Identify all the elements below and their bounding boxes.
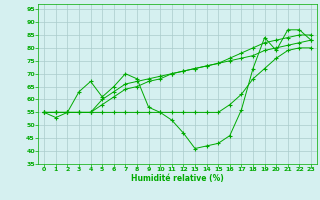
X-axis label: Humidité relative (%): Humidité relative (%) [131,174,224,183]
